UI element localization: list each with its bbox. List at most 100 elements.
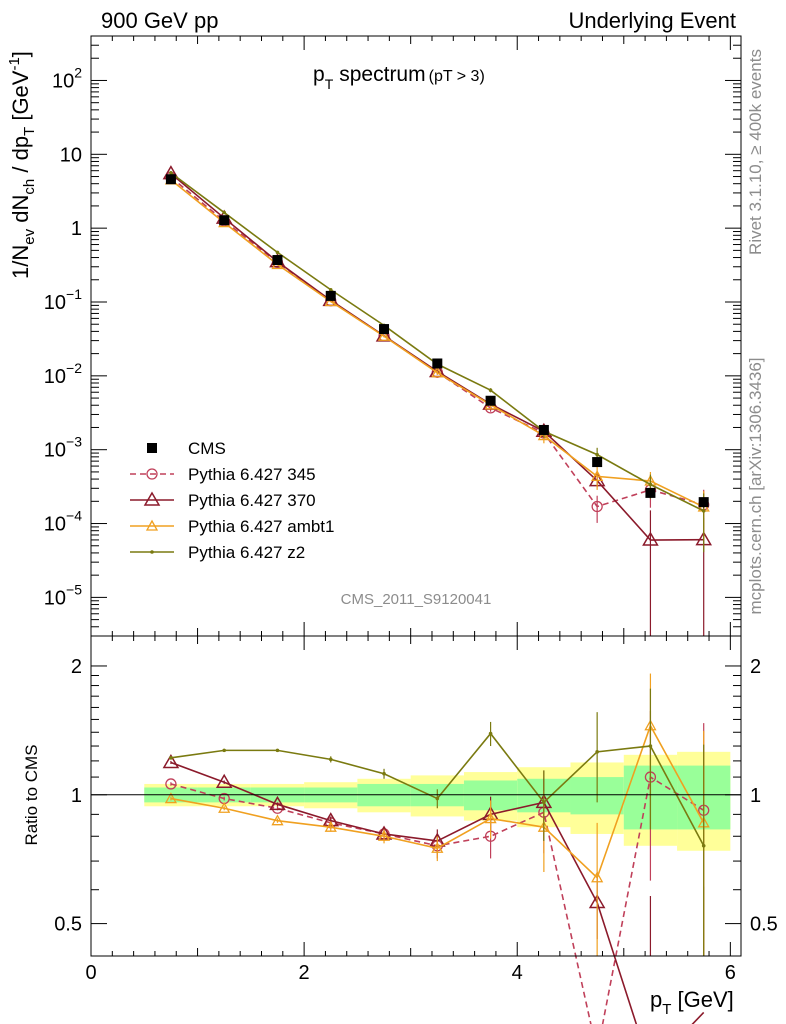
xlabel-p: p <box>650 987 662 1012</box>
y-ratio-tick-label-r-0: 0.5 <box>750 914 778 936</box>
marker-ratio-3-3 <box>328 757 333 762</box>
mcplots-note: mcplots.cern.ch [arXiv:1306.3436] <box>746 357 765 614</box>
plot-title-rest: spectrum <box>339 63 425 86</box>
plot-title-p: p <box>313 63 325 86</box>
marker-ratio-2-3 <box>324 820 337 832</box>
data-point-0 <box>165 174 176 185</box>
marker-ratio-3-6 <box>488 731 493 736</box>
plot-title-sub: T <box>325 76 334 92</box>
ylabel-p1: ev <box>21 228 38 244</box>
text-layer: 900 GeV pp Underlying Event pT spectrum (p… <box>6 8 765 1018</box>
ylabel-p7: -1 <box>6 57 23 70</box>
marker-ratio-3-2 <box>275 748 280 753</box>
marker-main-3-2 <box>275 250 280 255</box>
marker-main-3-0 <box>169 171 173 175</box>
rivet-note: Rivet 3.1.10, ≥ 400k events <box>746 49 765 255</box>
marker-main-2-7 <box>537 429 550 441</box>
y-main-tick-label-4: 10−2 <box>44 360 82 388</box>
y-main-tick-label-3: 10−1 <box>44 286 82 314</box>
y-ratio-tick-label-l-2: 2 <box>71 656 82 678</box>
marker-ratio-1-0 <box>162 753 180 769</box>
marker-ratio-2-6 <box>484 812 497 824</box>
legend-marker-2 <box>143 491 161 506</box>
x-tick-label-2: 4 <box>512 962 523 984</box>
x-tick-label-1: 2 <box>299 962 310 984</box>
marker-main-3-9 <box>648 482 653 487</box>
ylabel-p3: ch <box>21 179 38 195</box>
ylabel-p5: T <box>21 127 38 136</box>
y-ratio-tick-label-r-1: 1 <box>750 785 761 807</box>
y-main-tick-label-2: 1 <box>71 218 82 240</box>
data-point-5 <box>432 358 443 369</box>
y-main-tick-label-5: 10−3 <box>44 434 82 462</box>
data-point-8 <box>592 457 603 468</box>
marker-main-3-10 <box>701 509 706 513</box>
marker-main-3-8 <box>595 452 599 457</box>
y-axis-label-ratio: Ratio to CMS <box>22 744 41 845</box>
data-series <box>165 174 709 508</box>
plot-title: pT spectrum (pT > 3) <box>313 63 485 92</box>
marker-ratio-2-0 <box>164 792 178 804</box>
series-line-main-3 <box>170 172 705 512</box>
marker-main-0-8 <box>591 500 603 513</box>
x-tick-label-0: 0 <box>85 962 96 984</box>
marker-ratio-0-0 <box>165 778 177 790</box>
y-ratio-tick-label-r-2: 2 <box>750 656 761 678</box>
data-point-9 <box>645 487 656 498</box>
legend-label-1: Pythia 6.427 345 <box>188 465 316 484</box>
legend-marker-1 <box>146 468 158 480</box>
xlabel-sub: T <box>662 1001 671 1018</box>
data-point-2 <box>272 255 283 266</box>
marker-main-2-4 <box>377 329 391 341</box>
ylabel-p4: / dp <box>8 136 33 179</box>
series-line-main-1 <box>170 173 704 541</box>
header-left: 900 GeV pp <box>101 8 218 33</box>
y-axis-label-main: 1/Nev dNch / dpT [GeV-1] <box>6 51 38 279</box>
legend-label-4: Pythia 6.427 z2 <box>188 543 305 562</box>
marker-main-3-1 <box>222 210 226 215</box>
series-line-main-0 <box>170 176 704 508</box>
marker-main-3-6 <box>488 388 493 392</box>
series-layer <box>162 165 713 1024</box>
marker-ratio-2-4 <box>377 829 391 841</box>
ratio-frame <box>90 635 742 957</box>
ylabel-p0: 1/N <box>8 245 33 279</box>
ylabel-p2: dN <box>8 195 33 229</box>
legend-label-2: Pythia 6.427 370 <box>188 491 316 510</box>
y-ratio-tick-label-l-0: 0.5 <box>54 914 82 936</box>
marker-ratio-1-2 <box>269 795 286 811</box>
marker-ratio-3-0 <box>169 756 173 760</box>
data-point-10 <box>698 497 709 508</box>
axes-layer: 0 2 4 6 102 10 1 10−1 10−2 10−3 10−4 10−5 0.5 0.5 1 1 2 2 <box>44 35 778 984</box>
y-main-tick-label-1: 10 <box>60 144 82 166</box>
marker-main-1-9 <box>642 531 659 546</box>
ylabel-p6: [GeV <box>8 70 33 127</box>
marker-ratio-3-10 <box>701 843 706 848</box>
header-right: Underlying Event <box>568 8 736 33</box>
analysis-id: CMS_2011_S9120041 <box>341 591 492 608</box>
legend: CMS Pythia 6.427 345 Pythia 6.427 370 Pythi… <box>130 439 334 562</box>
marker-ratio-3-1 <box>222 748 226 753</box>
marker-main-2-8 <box>591 470 604 482</box>
marker-ratio-3-8 <box>595 750 599 754</box>
x-tick-label-3: 6 <box>725 962 736 984</box>
legend-label-0: CMS <box>188 439 226 458</box>
marker-main-3-3 <box>328 287 333 292</box>
data-point-1 <box>219 215 230 226</box>
ylabel-p8: ] <box>8 51 33 57</box>
plot-title-cut: (pT > 3) <box>429 68 485 85</box>
series-line-main-2 <box>170 179 705 508</box>
marker-ratio-1-1 <box>215 773 233 788</box>
marker-ratio-2-8 <box>591 871 604 883</box>
marker-ratio-3-4 <box>382 771 386 776</box>
marker-ratio-3-5 <box>435 796 440 801</box>
marker-ratio-2-1 <box>218 801 231 813</box>
xlabel-rest: [GeV] <box>671 987 733 1012</box>
data-point-6 <box>485 395 496 406</box>
y-ratio-tick-label-l-1: 1 <box>71 785 82 807</box>
legend-marker-3 <box>145 519 159 531</box>
marker-main-2-5 <box>431 366 444 378</box>
marker-ratio-3-9 <box>648 744 653 748</box>
marker-ratio-2-5 <box>431 841 444 853</box>
